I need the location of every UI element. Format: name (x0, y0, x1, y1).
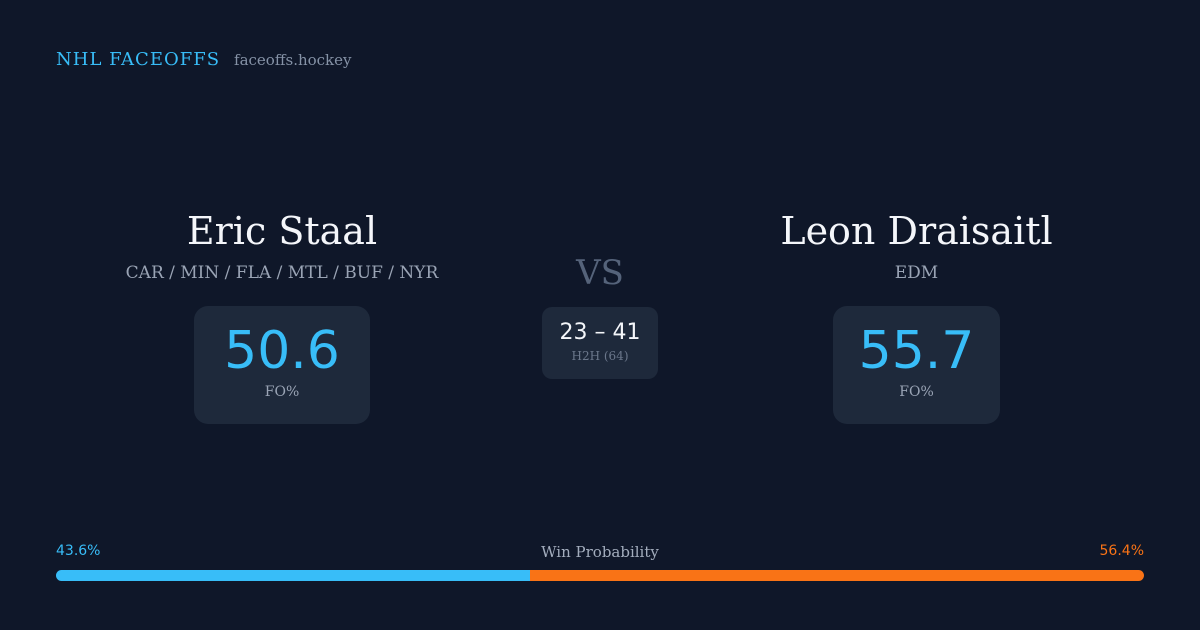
player-left-teams: CAR / MIN / FLA / MTL / BUF / NYR (125, 263, 439, 283)
h2h-score: 23 – 41 (559, 320, 641, 345)
player-left-fo-value: 50.6 (224, 321, 340, 381)
player-left-name: Eric Staal (186, 209, 378, 253)
win-probability-left-fill (56, 570, 531, 581)
h2h-label: H2H (64) (571, 349, 629, 363)
win-probability-left-label: 43.6% (56, 543, 101, 559)
win-probability-labels: 43.6% Win Probability 56.4% (56, 543, 1144, 563)
player-left-fo-label: FO% (264, 384, 300, 400)
win-probability-right-fill (530, 570, 1144, 581)
win-probability-bar (56, 570, 1144, 581)
win-probability-right-label: 56.4% (1099, 543, 1144, 559)
brand-title: NHL FACEOFFS (56, 49, 221, 70)
player-right-fo-card: 55.7 FO% (833, 306, 1000, 424)
brand-header: NHL FACEOFFS faceoffs.hockey (56, 49, 352, 70)
brand-url: faceoffs.hockey (234, 51, 352, 69)
win-probability-title: Win Probability (541, 543, 659, 561)
player-right-teams: EDM (894, 263, 939, 283)
vs-label: VS (576, 253, 624, 293)
player-right: Leon Draisaitl EDM 55.7 FO% (733, 205, 1100, 424)
player-left: Eric Staal CAR / MIN / FLA / MTL / BUF /… (100, 205, 464, 424)
h2h-card: 23 – 41 H2H (64) (542, 307, 658, 379)
player-right-name: Leon Draisaitl (780, 209, 1053, 253)
player-left-fo-card: 50.6 FO% (194, 306, 370, 424)
player-right-fo-value: 55.7 (858, 321, 975, 381)
player-right-fo-label: FO% (899, 384, 934, 400)
